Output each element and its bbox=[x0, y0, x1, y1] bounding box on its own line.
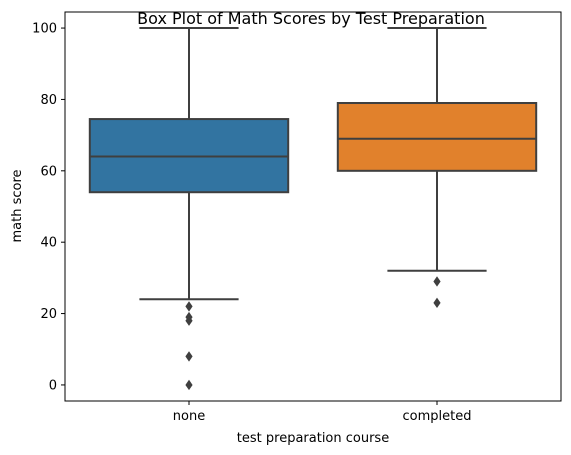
chart-title: Box Plot of Math Scores by Test Preparat… bbox=[137, 9, 485, 28]
y-tick-label-60: 60 bbox=[40, 164, 57, 179]
outlier-none-0 bbox=[185, 301, 193, 312]
y-tick-label-100: 100 bbox=[32, 22, 57, 37]
y-tick-label-80: 80 bbox=[40, 93, 57, 108]
y-axis-label: math score bbox=[10, 169, 25, 242]
plot-area: none completed 0 20 40 60 80 100 bbox=[32, 22, 538, 424]
x-tick-label-completed: completed bbox=[403, 409, 472, 424]
x-tick-label-none: none bbox=[173, 409, 205, 424]
outlier-completed-1 bbox=[433, 297, 441, 309]
axes-frame bbox=[64, 11, 562, 402]
outlier-none-4 bbox=[185, 379, 193, 391]
x-axis-label: test preparation course bbox=[237, 431, 389, 446]
outlier-none-2 bbox=[185, 315, 193, 326]
outlier-completed-0 bbox=[433, 276, 441, 287]
y-tick-label-20: 20 bbox=[40, 307, 57, 322]
y-tick-label-0: 0 bbox=[49, 378, 57, 393]
y-tick-label-40: 40 bbox=[40, 236, 57, 251]
box-completed bbox=[336, 102, 538, 172]
outlier-none-3 bbox=[185, 351, 193, 362]
